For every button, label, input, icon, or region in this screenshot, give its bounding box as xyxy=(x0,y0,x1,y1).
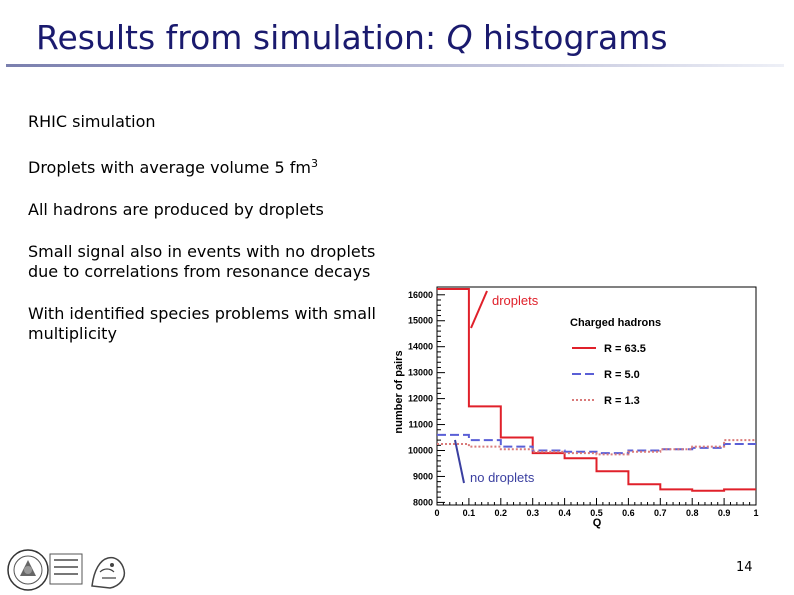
bullet-2: Droplets with average volume 5 fm3 xyxy=(28,154,388,178)
y-axis-label: number of pairs xyxy=(393,350,405,433)
chart-axes: 0 0.1 0.2 0.3 0.4 0.5 0.6 0.7 0.8 0.9 1 8000 9000 100… xyxy=(393,286,759,529)
bullet-1: RHIC simulation xyxy=(28,112,156,131)
institute-logo xyxy=(49,553,83,585)
lion-logo xyxy=(91,556,126,589)
series-line-2 xyxy=(437,433,756,455)
title-q: Q xyxy=(446,18,473,57)
x-tick-label: 0.5 xyxy=(590,508,603,518)
y-tick-label: 9000 xyxy=(413,471,433,481)
droplets-annotation: droplets xyxy=(492,293,539,308)
x-tick-label: 0.8 xyxy=(686,508,699,518)
bullet-3: All hadrons are produced by droplets xyxy=(28,200,324,219)
title-suffix: histograms xyxy=(472,18,668,57)
x-tick-label: 0.1 xyxy=(463,508,476,518)
bullet-4: Small signal also in events with no drop… xyxy=(28,242,376,281)
chart-legend: Charged hadrons R = 63.5 R = 5.0 R = 1.3 xyxy=(570,317,661,407)
bullet-2-sup: 3 xyxy=(310,157,318,170)
x-tick-label: 0.9 xyxy=(718,508,731,518)
q-histogram-chart: 0 0.1 0.2 0.3 0.4 0.5 0.6 0.7 0.8 0.9 1 8000 9000 100… xyxy=(393,286,759,529)
x-tick-label: 0.6 xyxy=(622,508,635,518)
x-tick-label: 0 xyxy=(434,508,439,518)
bullet-2-text: Droplets with average volume 5 fm xyxy=(28,158,311,177)
y-tick-label: 13000 xyxy=(408,368,433,378)
series-line-1 xyxy=(437,288,756,492)
y-tick-label: 8000 xyxy=(413,497,433,507)
x-tick-label: 1 xyxy=(753,508,758,518)
title-prefix: Results from simulation: xyxy=(36,18,447,57)
x-tick-label: 0.3 xyxy=(526,508,539,518)
page-number: 14 xyxy=(736,560,753,575)
bullet-5: With identified species problems with sm… xyxy=(28,304,376,343)
x-axis-label: Q xyxy=(593,517,602,529)
no-droplets-arrow xyxy=(454,439,465,484)
y-tick-label: 12000 xyxy=(408,394,433,404)
y-tick-label: 10000 xyxy=(408,446,433,456)
legend-label-2: R = 5.0 xyxy=(604,369,640,381)
y-tick-label: 14000 xyxy=(408,342,433,352)
chart-series xyxy=(437,288,756,492)
legend-label-1: R = 63.5 xyxy=(604,343,646,355)
slide-title: Results from simulation: Q histograms xyxy=(36,18,668,57)
y-tick-label: 11000 xyxy=(408,420,433,430)
bullet-list: RHIC simulation Droplets with average vo… xyxy=(28,112,388,366)
x-tick-label: 0.4 xyxy=(558,508,571,518)
x-tick-label: 0.7 xyxy=(654,508,667,518)
droplets-arrow xyxy=(470,290,488,329)
legend-title: Charged hadrons xyxy=(570,317,661,329)
chart-annotations: droplets no droplets xyxy=(454,290,539,485)
title-divider xyxy=(6,64,784,67)
x-tick-label: 0.2 xyxy=(495,508,508,518)
series-line-3 xyxy=(437,439,756,456)
no-droplets-annotation: no droplets xyxy=(470,470,535,485)
legend-label-3: R = 1.3 xyxy=(604,395,640,407)
y-tick-label: 16000 xyxy=(408,290,433,300)
y-tick-label: 15000 xyxy=(408,316,433,326)
university-seal-logo xyxy=(7,549,49,591)
